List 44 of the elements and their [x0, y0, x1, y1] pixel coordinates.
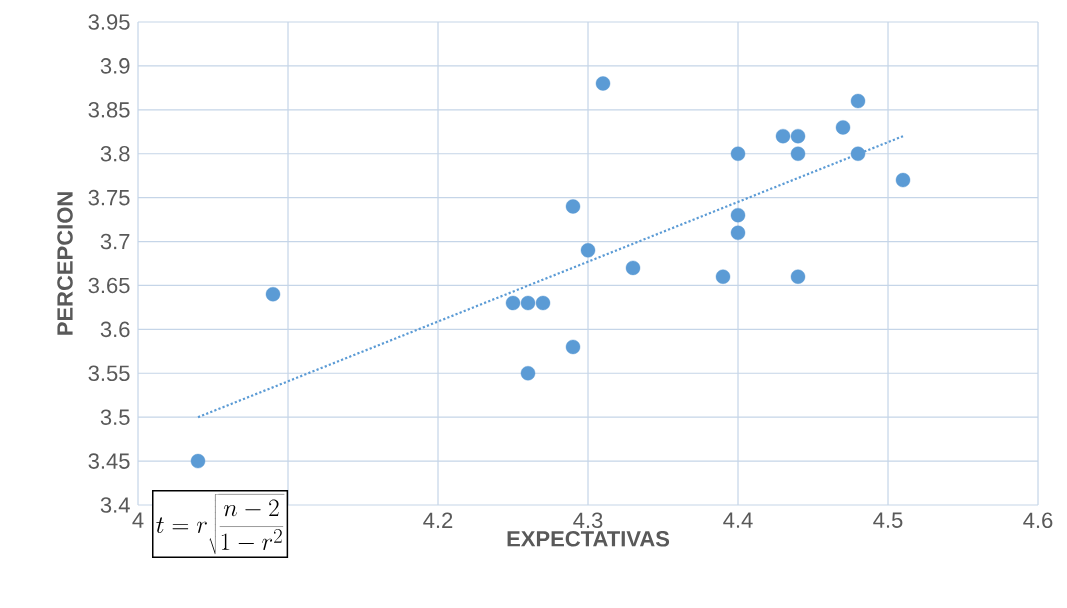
x-tick-label: 4.4 — [723, 512, 753, 528]
x-tick-label: 4.6 — [1023, 512, 1053, 529]
point — [790, 128, 806, 144]
point — [520, 295, 536, 311]
annotation: $t=r\sqrt{\frac{n-2}{1-r^2}}$ — [156, 494, 285, 555]
y-tick-label: 3.55 — [88, 365, 130, 382]
point — [730, 225, 746, 240]
point — [190, 453, 206, 469]
point — [265, 287, 281, 302]
point — [895, 172, 911, 188]
y-tick-label: 3.8 — [100, 145, 130, 162]
point — [850, 146, 866, 161]
y-tick-label: 3.95 — [88, 14, 130, 30]
point — [775, 128, 791, 144]
y-tick-label: 3.5 — [100, 409, 130, 425]
point — [715, 269, 731, 284]
point — [730, 146, 746, 161]
x-tick-label: 4.2 — [423, 512, 453, 528]
x-tick-label: 4.3 — [573, 512, 603, 529]
x-axis-title: EXPECTATIVAS — [507, 530, 670, 547]
point — [535, 295, 551, 311]
point — [790, 146, 806, 161]
y-tick-label: 3.9 — [100, 58, 130, 74]
y-tick-label: 3.7 — [100, 233, 130, 250]
y-tick-label: 3.75 — [88, 189, 130, 206]
point — [505, 295, 521, 311]
point — [595, 76, 611, 91]
point — [520, 366, 536, 381]
point — [835, 120, 851, 135]
x-tick-label: 4 — [132, 512, 144, 528]
y-tick-label: 3.6 — [100, 321, 130, 338]
point — [730, 208, 746, 223]
y-tick-label: 3.85 — [88, 102, 130, 118]
point — [580, 243, 596, 258]
point — [565, 339, 581, 355]
point — [790, 269, 806, 284]
point — [625, 260, 641, 276]
point — [850, 93, 866, 109]
y-tick-label: 3.45 — [88, 453, 130, 469]
point — [565, 199, 581, 214]
x-tick-label: 4.5 — [873, 512, 903, 528]
y-tick-label: 3.4 — [100, 497, 130, 513]
y-axis-title: PERCEPCION — [57, 192, 73, 335]
y-tick-label: 3.65 — [88, 277, 130, 294]
